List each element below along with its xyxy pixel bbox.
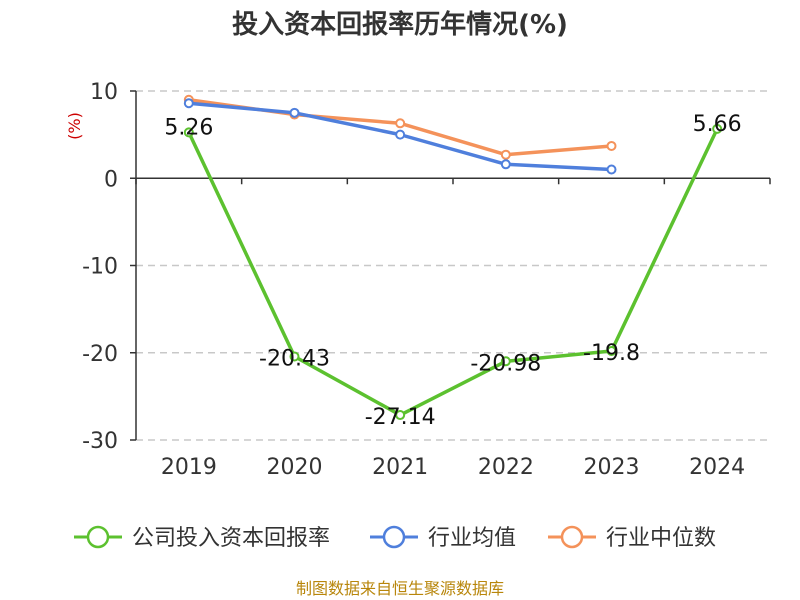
legend-label-2: 行业中位数: [606, 526, 716, 551]
y-tick-label: -10: [82, 255, 118, 280]
data-point: [500, 149, 511, 160]
legend-label-0: 公司投入资本回报率: [132, 526, 330, 551]
axes: 10 0 -10 -20 -30 2019 2020 2021 2022 2023 2024: [82, 80, 771, 480]
series-group: [183, 94, 723, 421]
data-point: [606, 164, 617, 175]
series-line-0: [187, 127, 719, 417]
data-point: [183, 127, 194, 138]
data-point: [395, 118, 406, 129]
data-point: [395, 129, 406, 140]
data-label: -20.43: [259, 347, 330, 372]
data-point: [289, 107, 300, 118]
data-label: 5.26: [164, 115, 213, 140]
data-point: [289, 351, 300, 362]
data-labels: 5.26 -20.43 -27.14 -20.98 -19.8 5.66: [164, 112, 741, 430]
y-tick-label: 0: [104, 167, 118, 192]
x-tick-label: 2019: [161, 455, 217, 480]
data-label: -19.8: [583, 341, 640, 366]
y-tick-label: -30: [82, 429, 118, 454]
y-tick-label: 10: [90, 80, 118, 105]
data-label: -20.98: [470, 351, 541, 376]
legend-marker-0: [86, 525, 110, 549]
data-label: -27.14: [365, 405, 436, 430]
legend-marker-2: [560, 525, 584, 549]
source-note: 制图数据来自恒生聚源数据库: [296, 579, 504, 598]
data-label: 5.66: [693, 112, 742, 137]
data-point: [606, 140, 617, 151]
data-point: [500, 356, 511, 367]
x-tick-label: 2021: [372, 455, 428, 480]
x-tick-label: 2023: [584, 455, 640, 480]
y-unit-label: (%): [65, 112, 84, 140]
chart-title: 投入资本回报率历年情况(%): [232, 9, 568, 40]
legend-label-1: 行业均值: [428, 526, 516, 551]
y-tick-label: -20: [82, 342, 118, 367]
legend-marker-1: [382, 525, 406, 549]
grid: [136, 90, 770, 441]
x-tick-label: 2022: [478, 455, 534, 480]
x-tick-label: 2020: [267, 455, 323, 480]
legend: 公司投入资本回报率 行业均值 行业中位数: [74, 525, 716, 551]
data-point: [712, 123, 723, 134]
data-point: [395, 410, 406, 421]
data-point: [183, 98, 194, 109]
x-tick-label: 2024: [689, 455, 745, 480]
data-point: [500, 159, 511, 170]
data-point: [606, 346, 617, 357]
